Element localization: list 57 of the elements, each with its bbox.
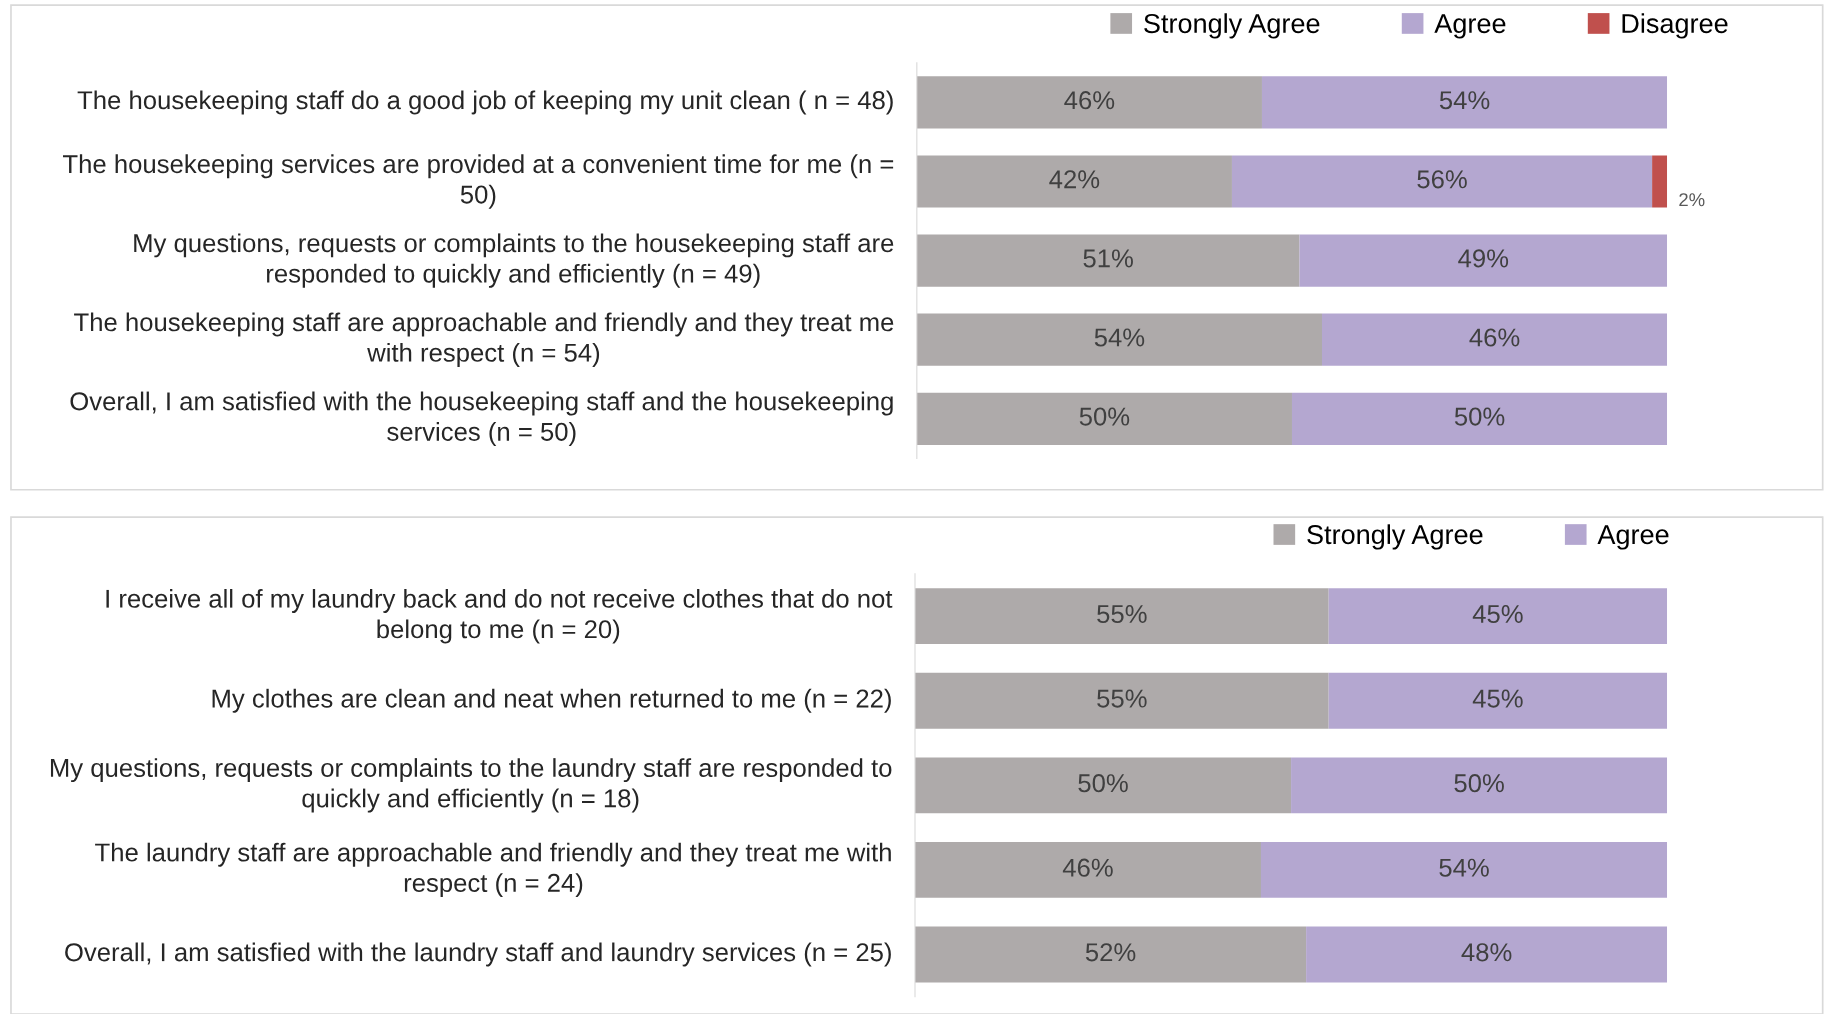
data-label: 50% bbox=[1078, 774, 1128, 793]
data-label: 50% bbox=[1454, 774, 1504, 793]
bar bbox=[916, 76, 1262, 129]
bar bbox=[1299, 234, 1668, 287]
y-tick-label: Overall, I am satisfied with the laundry staff and laundry services (n = 25) bbox=[65, 942, 891, 967]
bar bbox=[1306, 926, 1668, 983]
data-label: 46% bbox=[1064, 91, 1115, 110]
bar bbox=[1291, 392, 1668, 445]
y-tick-label: The housekeeping staff are approachable and friendly and they treat me with respect (n = 54) bbox=[74, 312, 894, 367]
data-label: 54% bbox=[1439, 858, 1489, 877]
data-label: 48% bbox=[1461, 943, 1512, 962]
bar bbox=[1321, 313, 1668, 366]
bar bbox=[1328, 588, 1668, 645]
y-tick-label: Overall, I am satisfied with the housekeeping staff and the housekeeping services (n = 50) bbox=[70, 391, 893, 446]
bar bbox=[1261, 76, 1668, 129]
data-label: 52% bbox=[1085, 943, 1136, 962]
data-label: 2% bbox=[1679, 193, 1705, 207]
y-tick-label: My clothes are clean and neat when returned to me (n = 22) bbox=[212, 688, 891, 713]
y-tick-label: The laundry staff are approachable and friendly and they treat me with respect (n = 24) bbox=[95, 842, 891, 898]
bar bbox=[915, 842, 1261, 898]
bar bbox=[1291, 757, 1668, 814]
data-label: 54% bbox=[1439, 91, 1490, 110]
data-label: 49% bbox=[1458, 249, 1509, 268]
data-label: 45% bbox=[1472, 605, 1523, 624]
data-label: 50% bbox=[1079, 407, 1130, 426]
data-label: 56% bbox=[1417, 170, 1467, 189]
bar bbox=[916, 155, 1232, 208]
data-label: 46% bbox=[1469, 328, 1520, 347]
data-label: 55% bbox=[1097, 605, 1147, 624]
y-tick-label: The housekeeping services are provided at a convenient time for me (n = 50) bbox=[63, 154, 894, 209]
data-label: 55% bbox=[1097, 689, 1147, 708]
y-tick-label: The housekeeping staff do a good job of keeping my unit clean ( n = 48) bbox=[77, 90, 893, 115]
data-label: 54% bbox=[1094, 328, 1145, 347]
legend-label: Agree bbox=[1597, 525, 1669, 550]
y-tick-label: My questions, requests or complaints to the laundry staff are responded to quickly and efficiently (n = 18) bbox=[50, 758, 892, 813]
data-label: 42% bbox=[1049, 170, 1100, 189]
data-label: 51% bbox=[1083, 249, 1133, 268]
bar bbox=[1328, 672, 1668, 729]
bar bbox=[915, 672, 1329, 729]
bar bbox=[915, 757, 1292, 814]
legend-label: Agree bbox=[1434, 14, 1506, 39]
data-label: 46% bbox=[1062, 858, 1113, 877]
bar bbox=[1260, 842, 1668, 898]
legend-label: Strongly Agree bbox=[1144, 13, 1320, 39]
y-tick-label: My questions, requests or complaints to the housekeeping staff are responded to quickly and efficiently (n = 49) bbox=[134, 233, 894, 288]
bar bbox=[915, 926, 1307, 983]
y-tick-label: I receive all of my laundry back and do not receive clothes that do not belong to me (n = 20) bbox=[106, 589, 893, 644]
data-label: 45% bbox=[1472, 689, 1523, 708]
bar bbox=[1231, 155, 1653, 208]
bar bbox=[916, 234, 1300, 287]
bar bbox=[1652, 155, 1668, 208]
legend-label: Disagree bbox=[1622, 13, 1728, 39]
bar bbox=[915, 588, 1329, 645]
bar bbox=[916, 313, 1322, 366]
legend-label: Strongly Agree bbox=[1307, 524, 1483, 550]
data-label: 50% bbox=[1454, 407, 1505, 426]
bar bbox=[916, 392, 1292, 445]
